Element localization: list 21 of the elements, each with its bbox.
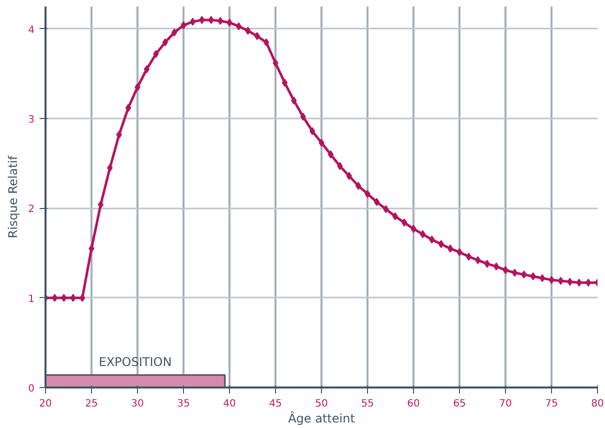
- x-tick-label: 35: [177, 398, 190, 410]
- x-tick-label: 20: [39, 398, 52, 410]
- x-tick-label: 75: [545, 398, 558, 410]
- x-tick-label: 60: [407, 398, 420, 410]
- x-tick-label: 55: [361, 398, 374, 410]
- y-tick-label: 3: [28, 114, 35, 126]
- y-tick-label: 2: [28, 204, 35, 216]
- x-tick-label: 80: [591, 398, 604, 410]
- x-tick-label: 50: [315, 398, 328, 410]
- x-tick-label: 45: [269, 398, 282, 410]
- x-tick-label: 40: [223, 398, 236, 410]
- x-tick-label: 30: [131, 398, 144, 410]
- y-axis-title: Risque Relatif: [6, 154, 20, 238]
- y-tick-label: 1: [28, 294, 35, 305]
- x-axis-title: Âge atteint: [288, 410, 356, 426]
- x-tick-label: 65: [453, 398, 466, 410]
- x-tick-label: 25: [85, 398, 98, 410]
- series-label: EXPOSITION: [98, 354, 172, 369]
- y-tick-label: 4: [28, 24, 35, 36]
- y-tick-label: 0: [28, 384, 35, 394]
- x-tick-label: 70: [499, 398, 512, 410]
